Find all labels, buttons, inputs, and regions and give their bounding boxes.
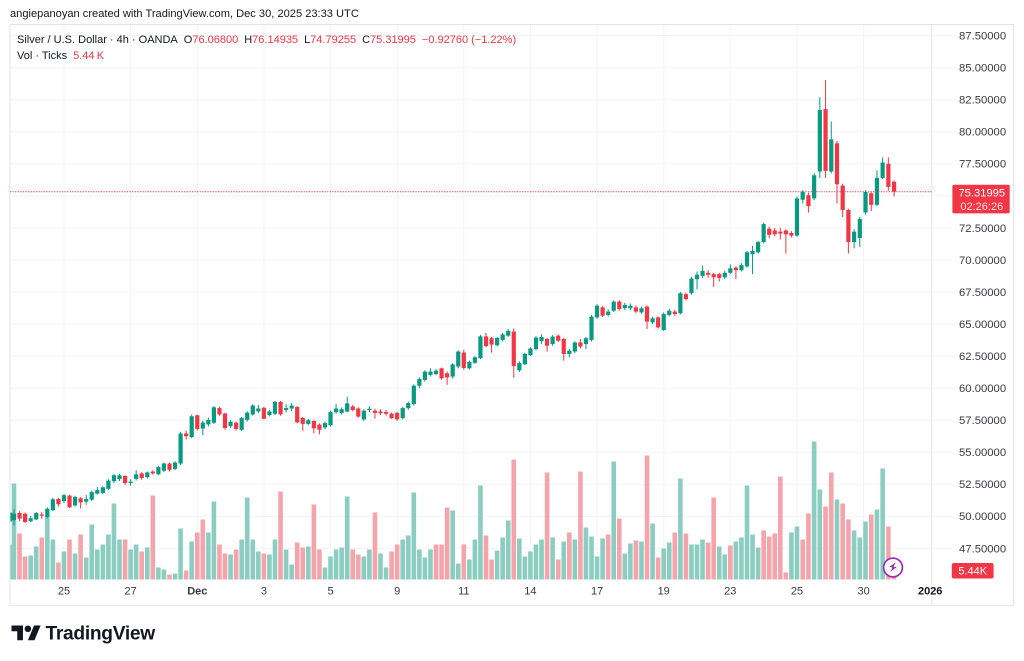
svg-text:72.50000: 72.50000 (959, 223, 1006, 235)
svg-text:70.00000: 70.00000 (959, 255, 1006, 267)
svg-text:75.31995: 75.31995 (958, 187, 1005, 199)
svg-text:2026: 2026 (918, 586, 942, 598)
svg-text:52.50000: 52.50000 (959, 479, 1006, 491)
svg-text:80.00000: 80.00000 (959, 127, 1006, 139)
svg-text:5.44K: 5.44K (958, 566, 987, 578)
svg-text:11: 11 (458, 586, 469, 598)
svg-text:Dec: Dec (187, 586, 207, 598)
svg-text:65.00000: 65.00000 (959, 319, 1006, 331)
svg-text:82.50000: 82.50000 (959, 95, 1006, 107)
svg-text:25: 25 (791, 586, 803, 598)
svg-text:9: 9 (394, 586, 400, 598)
svg-text:14: 14 (524, 586, 536, 598)
svg-text:47.50000: 47.50000 (959, 543, 1006, 555)
svg-text:30: 30 (857, 586, 869, 598)
svg-text:23: 23 (724, 586, 736, 598)
svg-text:67.50000: 67.50000 (959, 287, 1006, 299)
svg-text:60.00000: 60.00000 (959, 383, 1006, 395)
svg-text:02:26:26: 02:26:26 (960, 201, 1003, 213)
svg-text:87.50000: 87.50000 (959, 31, 1006, 43)
svg-text:25: 25 (58, 586, 70, 598)
svg-text:5: 5 (327, 586, 333, 598)
svg-text:50.00000: 50.00000 (959, 511, 1006, 523)
svg-text:62.50000: 62.50000 (959, 351, 1006, 363)
svg-text:3: 3 (261, 586, 267, 598)
svg-text:19: 19 (658, 586, 670, 598)
svg-text:85.00000: 85.00000 (959, 63, 1006, 75)
svg-text:TradingView: TradingView (46, 623, 156, 644)
svg-text:55.00000: 55.00000 (959, 447, 1006, 459)
svg-text:27: 27 (124, 586, 136, 598)
svg-text:57.50000: 57.50000 (959, 415, 1006, 427)
svg-text:17: 17 (591, 586, 603, 598)
svg-text:77.50000: 77.50000 (959, 159, 1006, 171)
